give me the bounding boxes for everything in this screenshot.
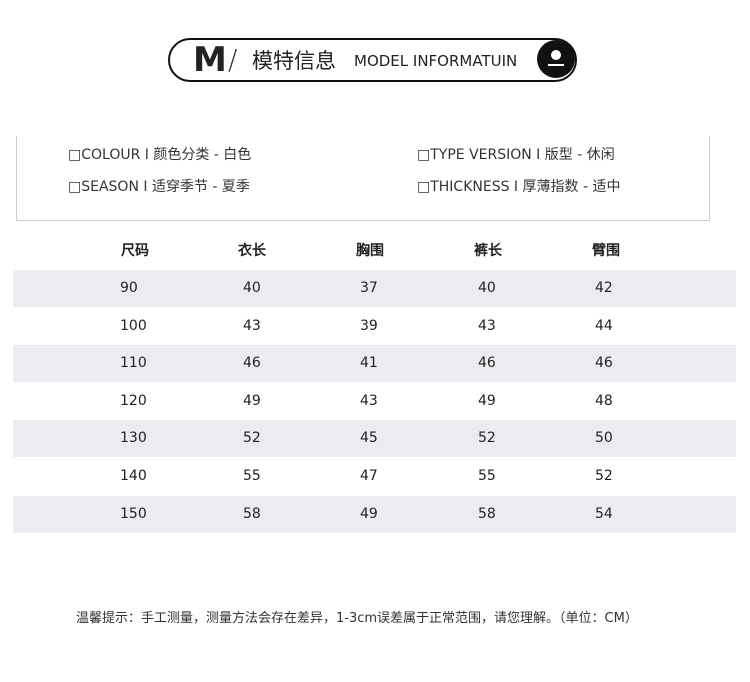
column-header: 尺码	[121, 243, 149, 259]
table-row: 100 43 39 43 44	[13, 308, 736, 345]
table-cell: 58	[478, 505, 496, 522]
table-row: 130 52 45 52 50	[13, 420, 736, 458]
table-cell: 41	[360, 355, 378, 372]
table-cell: 45	[360, 430, 378, 447]
table-cell: 44	[595, 317, 613, 334]
footnote: 温馨提示：手工测量，测量方法会存在差异，1-3cm误差属于正常范围，请您理解。（…	[76, 611, 638, 626]
attribute-box	[16, 136, 710, 221]
table-cell: 49	[243, 392, 261, 409]
table-cell: 47	[360, 468, 378, 484]
header-subtitle: MODEL INFORMATUIN	[354, 52, 518, 70]
attribute: □COLOUR I 颜色分类 - 白色	[68, 147, 252, 163]
column-header: 衣长	[238, 243, 266, 259]
table-cell: 39	[360, 317, 378, 334]
table-cell: 50	[595, 430, 613, 447]
table-cell: 55	[243, 468, 261, 484]
header-icon	[537, 40, 575, 78]
table-cell: 140	[120, 468, 147, 484]
column-header: 胸围	[356, 243, 384, 259]
table-cell: 37	[360, 280, 378, 296]
column-header: 臂围	[592, 243, 620, 259]
header-letter: M	[193, 40, 227, 80]
table-cell: 40	[243, 280, 261, 296]
table-cell: 100	[120, 317, 147, 334]
table-cell: 46	[243, 355, 261, 372]
header-title: 模特信息	[252, 49, 336, 73]
table-cell: 49	[478, 392, 496, 409]
table-cell: 42	[595, 280, 613, 296]
table-row: 150 58 49 58 54	[13, 495, 736, 533]
table-row: 120 49 43 49 48	[13, 383, 736, 420]
table-cell: 110	[120, 355, 147, 372]
table-row: 140 55 47 55 52	[13, 458, 736, 495]
table-cell: 52	[478, 430, 496, 447]
table-cell: 90	[120, 280, 138, 296]
table-cell: 55	[478, 468, 496, 484]
header-slash: /	[228, 43, 238, 76]
table-cell: 43	[243, 317, 261, 334]
table-cell: 52	[595, 468, 613, 484]
table-cell: 46	[595, 355, 613, 372]
table-cell: 150	[120, 505, 147, 522]
table-cell: 58	[243, 505, 261, 522]
table-cell: 40	[478, 280, 496, 296]
table-cell: 48	[595, 392, 613, 409]
table-cell: 46	[478, 355, 496, 372]
header-pill	[168, 38, 577, 82]
table-row: 110 46 41 46 46	[13, 345, 736, 383]
icon-graphic	[548, 50, 564, 66]
table-row: 90 40 37 40 42	[13, 270, 736, 307]
table-cell: 43	[360, 392, 378, 409]
table-cell: 120	[120, 392, 147, 409]
table-cell: 130	[120, 430, 147, 447]
table-cell: 49	[360, 505, 378, 522]
attribute: □TYPE VERSION I 版型 - 休闲	[417, 147, 615, 163]
table-cell: 54	[595, 505, 613, 522]
column-header: 裤长	[474, 243, 502, 259]
table-cell: 52	[243, 430, 261, 447]
attribute: □THICKNESS I 厚薄指数 - 适中	[417, 179, 621, 195]
table-cell: 43	[478, 317, 496, 334]
attribute: □SEASON I 适穿季节 - 夏季	[68, 179, 250, 195]
